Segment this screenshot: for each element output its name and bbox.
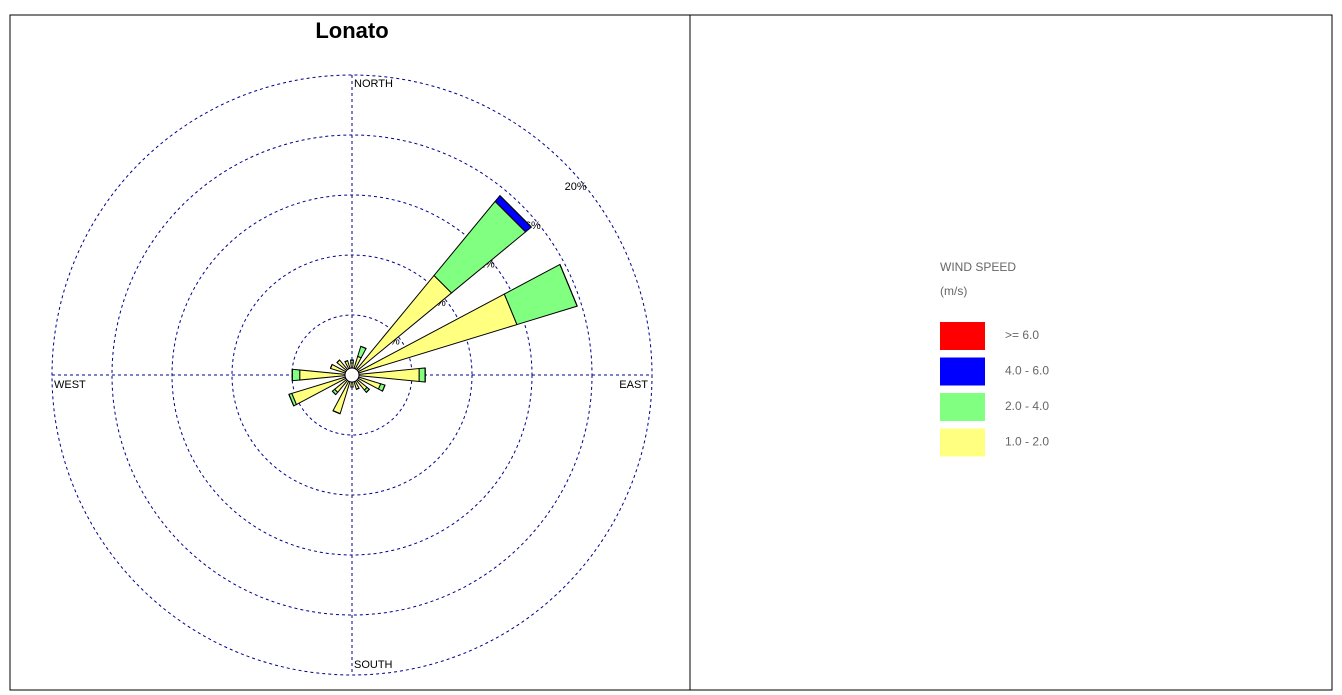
petal-segment: [363, 386, 371, 394]
grid-ring: [111, 134, 593, 616]
grid-ring: [231, 254, 473, 496]
legend-swatch: [940, 428, 985, 457]
petal-segment: [357, 345, 367, 359]
legend-swatch: [940, 322, 985, 350]
petal-segment: [559, 264, 578, 307]
ring-label: 20%: [565, 181, 587, 193]
petal-segment: [503, 263, 578, 326]
compass-label: WEST: [54, 379, 86, 391]
compass-label: SOUTH: [354, 659, 393, 671]
legend-label: >= 6.0: [1005, 328, 1039, 342]
petal-segment: [336, 359, 340, 363]
grid-ring: [171, 194, 533, 556]
petal-segment: [418, 367, 426, 383]
legend-label: 1.0 - 2.0: [1005, 435, 1049, 449]
petal-segment: [291, 368, 301, 382]
compass-label: EAST: [619, 379, 648, 391]
grid-ring: [51, 74, 653, 676]
legend-label: 2.0 - 4.0: [1005, 399, 1049, 413]
petal-segment: [350, 359, 354, 364]
petal-segment: [494, 194, 533, 233]
petal-segment: [331, 390, 337, 396]
legend-title: WIND SPEED: [940, 260, 1016, 274]
chart-title: Lonato: [315, 18, 388, 43]
legend-swatch: [940, 357, 985, 386]
petal-segment: [356, 387, 360, 390]
legend-label: 4.0 - 6.0: [1005, 364, 1049, 378]
petal-segment: [377, 383, 386, 392]
legend-unit: (m/s): [940, 284, 967, 298]
compass-label: NORTH: [354, 78, 393, 90]
right-cell: [689, 14, 1333, 691]
calm-circle: [344, 367, 360, 383]
petal-segment: [344, 360, 348, 363]
petal-segment: [288, 394, 295, 407]
legend-swatch: [940, 393, 985, 421]
left-cell: [9, 14, 691, 691]
